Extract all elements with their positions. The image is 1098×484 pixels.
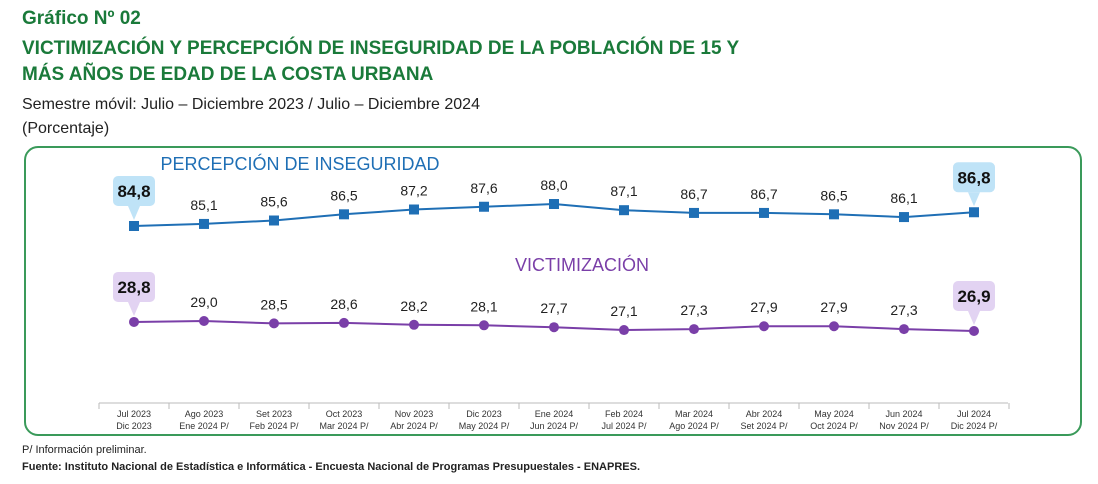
x-tick-label-line1: May 2024 — [814, 409, 854, 419]
data-label-victimizacion: 28,2 — [400, 298, 427, 314]
data-point-percepcion — [899, 212, 909, 223]
callout-pointer-percepcion — [128, 206, 140, 220]
chart-title-line-1: VICTIMIZACIÓN Y PERCEPCIÓN DE INSEGURIDA… — [22, 38, 740, 59]
x-tick-label-line2: Abr 2024 P/ — [390, 421, 438, 431]
x-tick-label-line1: Dic 2023 — [466, 409, 502, 419]
data-label-percepcion: 88,0 — [540, 177, 567, 193]
data-point-percepcion — [269, 215, 279, 226]
x-tick-label-line1: Feb 2024 — [605, 409, 643, 419]
data-point-victimizacion — [129, 316, 139, 327]
data-label-percepcion: 86,7 — [750, 186, 777, 202]
callout-box-victimizacion — [953, 281, 995, 311]
x-tick-label-line2: Set 2024 P/ — [740, 421, 788, 431]
data-point-victimizacion — [269, 318, 279, 329]
x-tick-label-line2: Mar 2024 P/ — [319, 421, 369, 431]
x-tick-label-line1: Abr 2024 — [746, 409, 783, 419]
data-point-victimizacion — [759, 321, 769, 332]
x-tick-label-line2: Ago 2024 P/ — [669, 421, 719, 431]
data-label-victimizacion: 27,3 — [680, 302, 707, 318]
data-point-victimizacion — [689, 324, 699, 335]
chart-frame — [24, 146, 1082, 436]
data-label-percepcion: 86,5 — [820, 187, 847, 203]
data-label-percepcion: 86,7 — [680, 186, 707, 202]
data-point-victimizacion — [969, 326, 979, 336]
x-tick-label-line2: Dic 2024 P/ — [951, 421, 998, 431]
data-label-percepcion: 86,5 — [330, 187, 357, 203]
graph-number: Gráfico Nº 02 — [22, 8, 141, 29]
x-tick-label-line1: Ago 2023 — [185, 409, 224, 419]
callout-pointer-victimizacion — [968, 311, 980, 325]
x-tick-label-line2: Ene 2024 P/ — [179, 421, 229, 431]
callout-pointer-percepcion — [968, 192, 980, 207]
data-point-percepcion — [549, 199, 559, 209]
data-point-percepcion — [759, 207, 769, 218]
x-tick-label-line1: Oct 2023 — [326, 409, 363, 419]
data-point-victimizacion — [549, 322, 559, 333]
x-tick-label-line1: Mar 2024 — [675, 409, 713, 419]
x-tick-label-line1: Jun 2024 — [885, 409, 922, 419]
data-label-victimizacion: 28,1 — [470, 298, 497, 314]
data-label-victimizacion: 27,7 — [540, 300, 567, 316]
data-point-percepcion — [479, 201, 489, 212]
series-name-victimizacion: VICTIMIZACIÓN — [515, 254, 649, 275]
x-tick-label-line2: Feb 2024 P/ — [249, 421, 299, 431]
series-name-percepcion: PERCEPCIÓN DE INSEGURIDAD — [160, 153, 439, 174]
data-label-victimizacion: 28,5 — [260, 296, 287, 312]
data-point-victimizacion — [479, 320, 489, 331]
data-label-percepcion: 87,6 — [470, 180, 497, 196]
callout-box-percepcion — [113, 176, 155, 206]
data-point-percepcion — [619, 205, 629, 216]
x-tick-label-line1: Jul 2024 — [957, 409, 991, 419]
data-label-victimizacion: 28,6 — [330, 296, 357, 312]
data-label-percepcion: 86,8 — [957, 168, 990, 187]
chart-subtitle: Semestre móvil: Julio – Diciembre 2023 /… — [22, 96, 480, 113]
callout-box-percepcion — [953, 162, 995, 193]
data-point-percepcion — [689, 207, 699, 218]
x-tick-label-line1: Ene 2024 — [535, 409, 574, 419]
data-point-percepcion — [339, 209, 349, 220]
x-tick-label-line1: Jul 2023 — [117, 409, 151, 419]
data-label-percepcion: 87,1 — [610, 183, 637, 199]
x-tick-label-line2: Nov 2024 P/ — [879, 421, 929, 431]
data-point-percepcion — [409, 204, 419, 215]
chart-unit: (Porcentaje) — [22, 120, 110, 137]
x-tick-label-line2: Jun 2024 P/ — [530, 421, 579, 431]
x-tick-label-line2: Jul 2024 P/ — [601, 421, 647, 431]
data-label-victimizacion: 27,1 — [610, 303, 637, 319]
data-label-percepcion: 86,1 — [890, 190, 917, 206]
data-point-victimizacion — [899, 324, 909, 335]
data-point-percepcion — [199, 218, 209, 229]
data-point-percepcion — [129, 221, 139, 231]
data-label-victimizacion: 28,8 — [117, 278, 150, 297]
data-point-victimizacion — [409, 319, 419, 330]
callout-pointer-victimizacion — [128, 301, 140, 316]
source-note: Fuente: Instituto Nacional de Estadístic… — [22, 461, 641, 473]
x-tick-label-line1: Nov 2023 — [395, 409, 434, 419]
data-label-victimizacion: 27,9 — [750, 299, 777, 315]
data-point-percepcion — [829, 209, 839, 220]
data-label-victimizacion: 29,0 — [190, 294, 217, 310]
data-point-victimizacion — [339, 317, 349, 328]
callout-box-victimizacion — [113, 271, 155, 302]
chart-title-line-2: MÁS AÑOS DE EDAD DE LA COSTA URBANA — [22, 64, 434, 85]
data-label-victimizacion: 26,9 — [957, 287, 990, 306]
data-point-victimizacion — [619, 325, 629, 336]
data-label-percepcion: 87,2 — [400, 183, 427, 199]
x-tick-label-line2: Oct 2024 P/ — [810, 421, 858, 431]
data-label-victimizacion: 27,9 — [820, 299, 847, 315]
data-label-percepcion: 85,1 — [190, 197, 217, 213]
data-label-percepcion: 84,8 — [117, 182, 150, 201]
data-point-victimizacion — [829, 321, 839, 332]
footnote: P/ Información preliminar. — [22, 444, 147, 456]
data-label-percepcion: 85,6 — [260, 194, 287, 210]
x-tick-label-line2: Dic 2023 — [116, 421, 152, 431]
data-point-victimizacion — [199, 316, 209, 326]
data-point-percepcion — [969, 207, 979, 218]
data-label-victimizacion: 27,3 — [890, 302, 917, 318]
x-tick-label-line1: Set 2023 — [256, 409, 292, 419]
x-tick-label-line2: May 2024 P/ — [459, 421, 510, 431]
